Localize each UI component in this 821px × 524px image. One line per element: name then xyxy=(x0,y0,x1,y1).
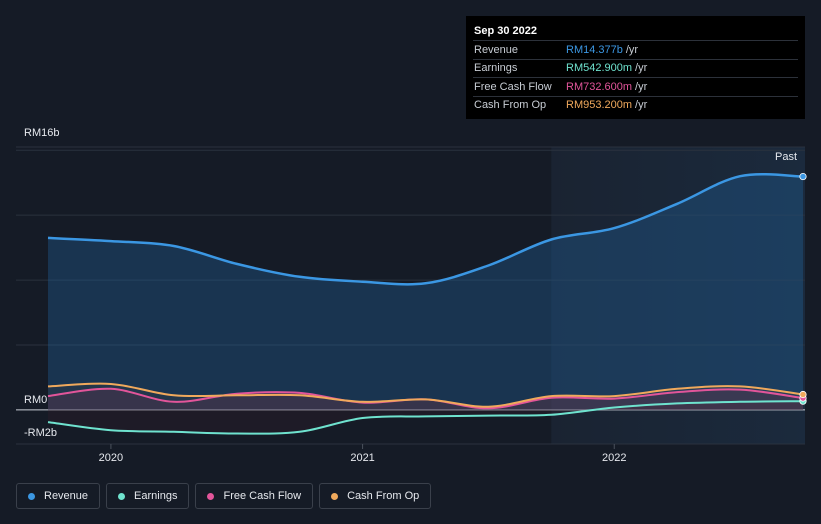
tooltip-label: Revenue xyxy=(474,43,519,56)
y-tick-label: RM16b xyxy=(24,127,59,139)
area-revenue xyxy=(48,174,803,410)
tooltip-unit: /yr xyxy=(635,99,648,112)
point-revenue xyxy=(799,172,807,181)
line-revenue xyxy=(47,173,804,286)
line-cash-from-op xyxy=(47,382,804,408)
tooltip-value: RM14.377b xyxy=(566,43,623,56)
tooltip-label: Free Cash Flow xyxy=(474,80,552,93)
area-earnings xyxy=(48,401,803,434)
y-tick-label: -RM2b xyxy=(24,427,57,439)
line-earnings xyxy=(47,400,804,435)
past-label: Past xyxy=(775,151,797,163)
legend-item-cash-from-op[interactable]: Cash From Op xyxy=(319,483,432,509)
tooltip-row-cash-from-op: Cash From Op RM953.200m /yr xyxy=(473,95,798,115)
x-tick-label: 2021 xyxy=(350,452,374,464)
legend-label: Revenue xyxy=(44,490,89,502)
legend-dot-icon xyxy=(331,492,339,500)
legend-label: Earnings xyxy=(134,490,178,502)
tooltip-value: RM732.600m xyxy=(566,80,633,93)
tooltip-unit: /yr xyxy=(625,43,639,56)
tooltip-row-free-cash-flow: Free Cash Flow RM732.600m /yr xyxy=(473,77,798,96)
tooltip-label: Cash From Op xyxy=(474,99,547,112)
legend-label: Free Cash Flow xyxy=(223,490,302,502)
tooltip-date: Sep 30 2022 xyxy=(474,25,537,37)
legend-item-free-cash-flow[interactable]: Free Cash Flow xyxy=(195,483,314,509)
legend-item-revenue[interactable]: Revenue xyxy=(16,483,101,509)
area-cash-from-op xyxy=(48,383,803,410)
tooltip-row-earnings: Earnings RM542.900m /yr xyxy=(473,58,798,78)
legend-item-earnings[interactable]: Earnings xyxy=(106,483,190,509)
legend: Revenue Earnings Free Cash Flow Cash Fro… xyxy=(16,483,432,509)
legend-dot-icon xyxy=(207,492,215,500)
past-region xyxy=(551,147,805,444)
point-cash-from-op xyxy=(799,390,807,399)
x-tick-label: 2022 xyxy=(602,452,626,464)
grid-lines xyxy=(16,146,805,445)
tooltip-label: Earnings xyxy=(474,62,518,75)
y-tick-label: RM0 xyxy=(24,394,47,406)
tooltip-unit: /yr xyxy=(635,80,648,93)
tooltip-value: RM542.900m xyxy=(566,62,633,75)
legend-dot-icon xyxy=(118,492,126,500)
tooltip-value: RM953.200m xyxy=(566,99,633,112)
x-tick-label: 2020 xyxy=(99,452,123,464)
y-axis: RM16b RM0 -RM2b xyxy=(24,127,59,439)
tooltip-unit: /yr xyxy=(635,62,648,75)
tooltip: Sep 30 2022 Revenue RM14.377b /yr Earnin… xyxy=(466,16,805,119)
legend-label: Cash From Op xyxy=(347,490,420,502)
series-lines xyxy=(47,172,807,435)
series-areas xyxy=(48,174,803,434)
legend-dot-icon xyxy=(28,492,35,500)
tooltip-row-revenue: Revenue RM14.377b /yr xyxy=(473,40,798,59)
x-axis: 2020 2021 2022 xyxy=(99,444,626,464)
